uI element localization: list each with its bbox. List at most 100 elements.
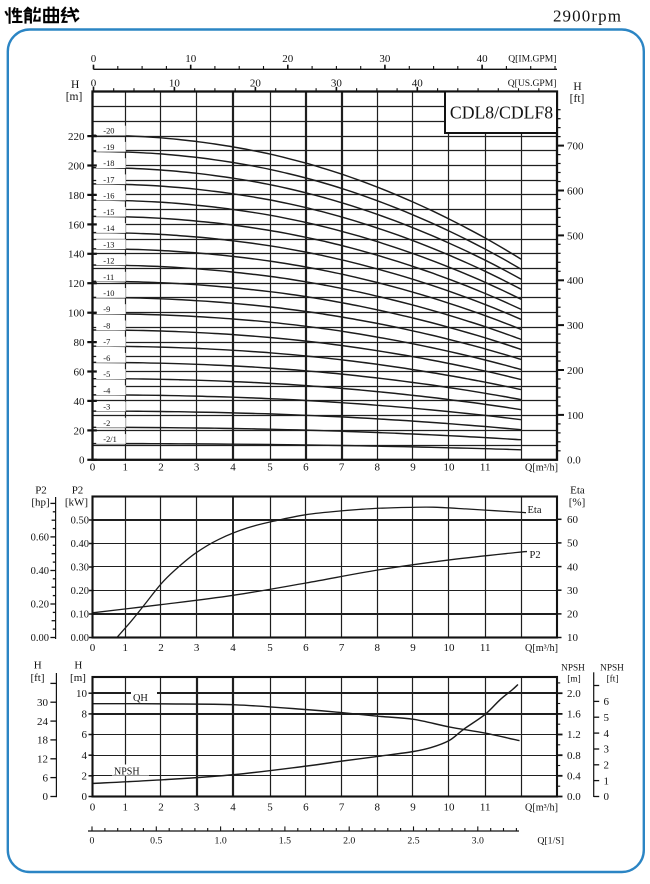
svg-text:11: 11 [480, 801, 491, 813]
svg-text:0.50: 0.50 [71, 516, 89, 527]
svg-text:-19: -19 [103, 143, 114, 152]
svg-text:10: 10 [76, 688, 88, 700]
svg-text:200: 200 [68, 160, 85, 172]
svg-text:-7: -7 [103, 338, 110, 347]
svg-text:3: 3 [604, 744, 610, 756]
svg-text:Q[m³/h]: Q[m³/h] [525, 643, 558, 654]
svg-text:220: 220 [68, 131, 85, 143]
svg-text:7: 7 [339, 801, 345, 813]
svg-text:5: 5 [267, 801, 273, 813]
svg-text:1: 1 [122, 801, 128, 813]
svg-text:-10: -10 [103, 289, 114, 298]
svg-text:-12: -12 [103, 257, 114, 266]
svg-text:300: 300 [567, 320, 584, 332]
svg-text:6: 6 [303, 462, 309, 474]
svg-text:0: 0 [43, 791, 49, 803]
svg-text:2: 2 [158, 642, 164, 654]
svg-text:5: 5 [267, 642, 273, 654]
svg-text:9: 9 [410, 642, 416, 654]
svg-text:20: 20 [74, 425, 86, 437]
svg-text:3: 3 [194, 462, 200, 474]
svg-text:60: 60 [74, 366, 86, 378]
svg-text:8: 8 [374, 462, 380, 474]
svg-text:0: 0 [90, 462, 96, 474]
svg-text:6: 6 [604, 696, 610, 708]
svg-text:6: 6 [303, 642, 309, 654]
svg-text:20: 20 [282, 53, 294, 65]
svg-text:100: 100 [567, 410, 584, 422]
svg-text:-4: -4 [103, 386, 111, 395]
svg-text:-2/1: -2/1 [103, 435, 117, 444]
svg-text:1.0: 1.0 [214, 836, 226, 847]
svg-text:4: 4 [230, 462, 236, 474]
svg-text:3: 3 [194, 801, 200, 813]
svg-text:0.10: 0.10 [71, 610, 89, 621]
svg-text:Eta: Eta [570, 485, 585, 497]
svg-text:0.4: 0.4 [567, 771, 581, 783]
svg-text:30: 30 [567, 585, 579, 597]
svg-text:Q[1/S]: Q[1/S] [537, 836, 564, 847]
svg-text:2: 2 [158, 801, 164, 813]
svg-text:H: H [71, 79, 79, 91]
svg-text:P2: P2 [530, 550, 541, 561]
svg-text:0.8: 0.8 [567, 750, 581, 762]
svg-text:-13: -13 [103, 240, 114, 249]
svg-text:20: 20 [250, 78, 262, 90]
svg-text:0.20: 0.20 [71, 586, 89, 597]
svg-text:-18: -18 [103, 159, 114, 168]
svg-text:-20: -20 [103, 127, 114, 136]
svg-text:[ft]: [ft] [30, 672, 44, 684]
svg-text:-8: -8 [103, 322, 110, 331]
svg-text:-2: -2 [103, 419, 110, 428]
svg-text:H: H [74, 660, 82, 672]
svg-text:40: 40 [567, 561, 579, 573]
svg-text:1.6: 1.6 [567, 709, 581, 721]
svg-text:2: 2 [82, 771, 88, 783]
svg-text:-5: -5 [103, 370, 110, 379]
svg-text:6: 6 [82, 729, 88, 741]
svg-text:0.5: 0.5 [150, 836, 162, 847]
svg-text:30: 30 [37, 697, 49, 709]
svg-text:3: 3 [194, 642, 200, 654]
svg-text:[m]: [m] [567, 675, 580, 685]
svg-text:400: 400 [567, 275, 584, 287]
svg-text:80: 80 [74, 337, 86, 349]
svg-text:10: 10 [444, 801, 456, 813]
svg-text:1: 1 [122, 642, 128, 654]
svg-text:60: 60 [567, 514, 579, 526]
svg-text:-14: -14 [103, 224, 115, 233]
svg-text:9: 9 [410, 801, 416, 813]
svg-text:CDL8/CDLF8: CDL8/CDLF8 [450, 102, 553, 122]
svg-text:7: 7 [339, 642, 345, 654]
svg-text:30: 30 [331, 78, 343, 90]
svg-text:10: 10 [185, 53, 197, 65]
svg-text:500: 500 [567, 230, 584, 242]
svg-text:0: 0 [91, 78, 97, 90]
svg-text:0: 0 [79, 455, 85, 467]
svg-text:0.40: 0.40 [71, 539, 89, 550]
svg-text:180: 180 [68, 190, 85, 202]
svg-text:4: 4 [230, 642, 236, 654]
svg-text:200: 200 [567, 365, 584, 377]
svg-text:1.2: 1.2 [567, 729, 581, 741]
svg-text:0.40: 0.40 [31, 566, 49, 577]
svg-text:P2: P2 [72, 485, 84, 497]
svg-text:0: 0 [90, 642, 96, 654]
svg-text:140: 140 [68, 249, 85, 261]
svg-text:0: 0 [604, 791, 610, 803]
svg-text:3.0: 3.0 [472, 836, 484, 847]
svg-text:Q[US.GPM]: Q[US.GPM] [508, 78, 557, 89]
svg-text:40: 40 [412, 78, 424, 90]
svg-text:0.0: 0.0 [567, 791, 581, 803]
svg-text:6: 6 [43, 772, 49, 784]
svg-text:Q[IM.GPM]: Q[IM.GPM] [508, 54, 556, 65]
svg-text:NPSH: NPSH [561, 664, 585, 674]
svg-text:2.5: 2.5 [407, 836, 419, 847]
svg-text:4: 4 [604, 728, 610, 740]
svg-text:4: 4 [82, 750, 88, 762]
svg-text:H: H [34, 660, 42, 672]
svg-text:40: 40 [477, 53, 489, 65]
svg-text:2: 2 [158, 462, 164, 474]
svg-text:0.00: 0.00 [71, 633, 89, 644]
svg-text:P2: P2 [35, 485, 47, 497]
